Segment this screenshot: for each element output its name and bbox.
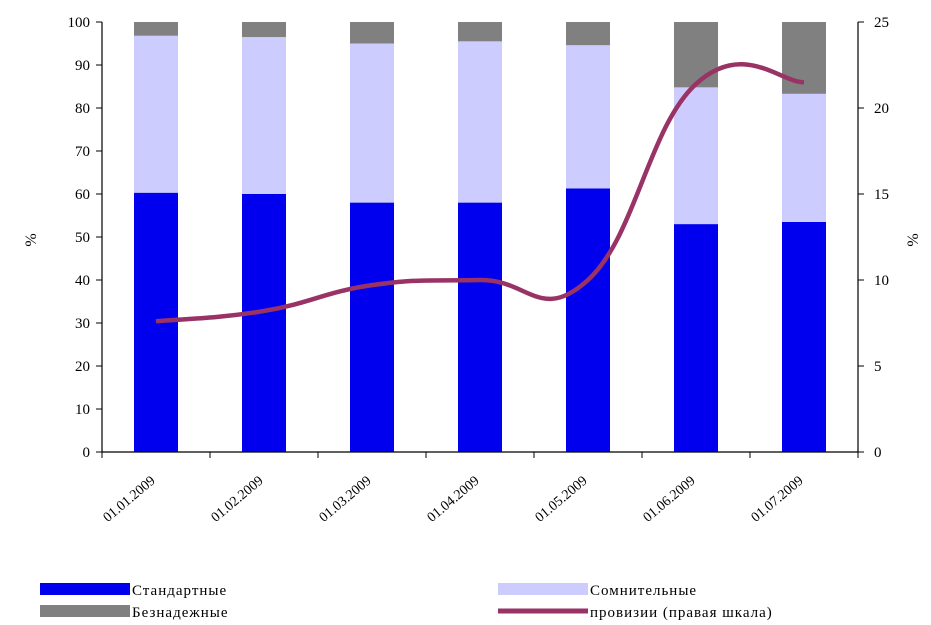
x-tick-label: 01.07.2009 xyxy=(749,474,807,526)
x-tick-label: 01.04.2009 xyxy=(425,474,483,526)
bar-1-3 xyxy=(350,202,394,452)
y2-tick-label: 0 xyxy=(874,445,882,461)
bar-3-3 xyxy=(350,22,394,44)
line-layer xyxy=(155,62,805,324)
bar-2-3 xyxy=(350,43,394,203)
legend-label-2: Сомнительные xyxy=(590,583,697,599)
bar-2-1 xyxy=(134,35,178,193)
y2-axis-title: % xyxy=(905,233,922,246)
y-tick-label: 30 xyxy=(75,316,90,332)
bar-2-5 xyxy=(566,45,610,189)
y-tick-label: 20 xyxy=(75,359,90,375)
bar-3-2 xyxy=(242,22,286,38)
legend: Стандартные Сомнительные Безнадежные провиз… xyxy=(40,583,773,621)
y2-tick-label: 5 xyxy=(874,359,882,375)
bar-2-4 xyxy=(458,41,502,203)
bar-1-5 xyxy=(566,188,610,452)
y-axis-title: % xyxy=(23,233,40,246)
y-tick-label: 40 xyxy=(75,273,90,289)
bar-3-4 xyxy=(458,22,502,42)
bar-3-6 xyxy=(674,22,718,88)
legend-label-1: Стандартные xyxy=(132,583,227,599)
legend-label-3: Безнадежные xyxy=(132,605,228,621)
y-tick-label: 80 xyxy=(75,101,90,117)
bar-1-2 xyxy=(242,194,286,452)
y-tick-label: 60 xyxy=(75,187,90,203)
y-tick-label: 50 xyxy=(75,230,90,246)
legend-label-4: провизии (правая шкала) xyxy=(590,605,773,621)
bar-3-1 xyxy=(134,22,178,36)
x-tick-label: 01.01.2009 xyxy=(101,474,159,526)
y2-tick-label: 10 xyxy=(874,273,889,289)
bar-1-4 xyxy=(458,202,502,452)
y-tick-label: 100 xyxy=(68,15,91,31)
legend-swatch-1 xyxy=(40,583,130,595)
y2-tick-label: 15 xyxy=(874,187,889,203)
bar-3-7 xyxy=(782,22,826,94)
bar-3-5 xyxy=(566,22,610,46)
y-tick-label: 10 xyxy=(75,402,90,418)
legend-swatch-3 xyxy=(40,605,130,617)
y-tick-label: 0 xyxy=(83,445,91,461)
y-tick-label: 90 xyxy=(75,58,90,74)
x-tick-label: 01.05.2009 xyxy=(533,474,591,526)
y-tick-label: 70 xyxy=(75,144,90,160)
bar-1-6 xyxy=(674,224,718,452)
bar-2-2 xyxy=(242,37,286,194)
x-tick-label: 01.03.2009 xyxy=(317,474,375,526)
bar-2-6 xyxy=(674,87,718,225)
bar-2-7 xyxy=(782,93,826,222)
y2-tick-label: 20 xyxy=(874,101,889,117)
x-tick-label: 01.02.2009 xyxy=(209,474,267,526)
x-tick-label: 01.06.2009 xyxy=(641,474,699,526)
y2-tick-label: 25 xyxy=(874,15,889,31)
bars-layer xyxy=(134,22,826,452)
legend-swatch-2 xyxy=(498,583,588,595)
bar-1-7 xyxy=(782,221,826,452)
